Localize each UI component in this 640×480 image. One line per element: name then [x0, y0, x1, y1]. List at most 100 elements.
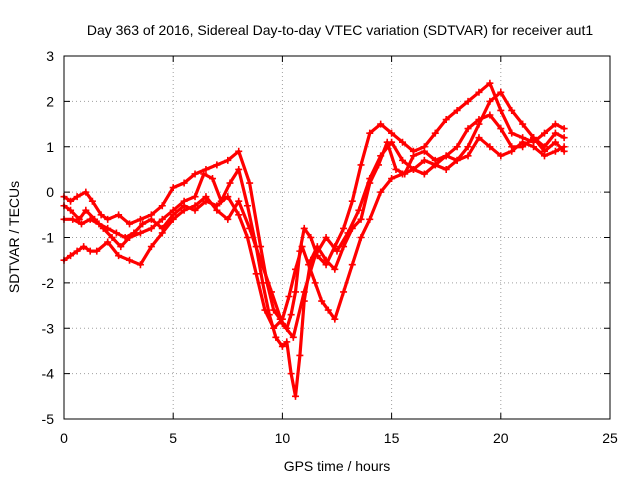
data-point — [289, 333, 297, 341]
data-point — [399, 156, 407, 164]
x-tick-label: 10 — [275, 430, 291, 446]
data-point — [180, 179, 188, 187]
data-point — [540, 129, 548, 137]
x-tick-label: 5 — [169, 430, 177, 446]
data-point — [158, 229, 166, 237]
data-point — [246, 179, 254, 187]
data-point — [464, 143, 472, 151]
data-point — [366, 129, 374, 137]
data-point — [287, 370, 295, 378]
data-point — [409, 165, 417, 173]
data-point — [551, 138, 559, 146]
data-point — [560, 125, 568, 133]
data-point — [475, 120, 483, 128]
data-point — [331, 265, 339, 273]
data-point — [442, 152, 450, 160]
data-point — [224, 193, 232, 201]
data-point — [270, 306, 278, 314]
data-point — [261, 306, 269, 314]
y-tick-label: -4 — [42, 366, 55, 382]
data-point — [235, 165, 243, 173]
series-points-track-4 — [60, 88, 568, 341]
data-point — [224, 215, 232, 223]
series-line-track-2 — [62, 113, 566, 398]
data-point — [388, 175, 396, 183]
data-point — [191, 202, 199, 210]
data-point — [80, 243, 88, 251]
data-point — [442, 165, 450, 173]
data-point — [348, 197, 356, 205]
data-point — [117, 243, 125, 251]
data-point — [530, 143, 538, 151]
plot-frame — [63, 55, 611, 420]
data-point — [311, 279, 319, 287]
series-line-track-1 — [62, 81, 566, 330]
data-point — [86, 247, 94, 255]
data-point — [257, 256, 265, 264]
series-line-track-3 — [62, 136, 566, 330]
data-point — [77, 220, 85, 228]
data-point — [67, 197, 75, 205]
data-point — [307, 234, 315, 241]
data-point — [126, 256, 134, 264]
y-tick-label: 0 — [46, 184, 54, 200]
data-point — [551, 129, 559, 137]
data-point — [191, 170, 199, 178]
data-point — [147, 215, 155, 223]
data-point — [420, 147, 428, 155]
x-tick-label: 0 — [60, 430, 68, 446]
y-tick-label: -2 — [42, 275, 55, 291]
data-point — [348, 261, 356, 269]
data-point — [298, 243, 306, 251]
x-tick-labels: 0 5 10 15 20 25 — [60, 430, 618, 446]
data-point — [147, 224, 155, 232]
data-point — [278, 320, 286, 328]
data-point — [366, 215, 374, 223]
data-point — [88, 197, 96, 205]
data-point — [115, 211, 123, 219]
data-point — [243, 234, 251, 241]
data-point — [82, 206, 90, 214]
y-tick-label: 3 — [46, 48, 54, 64]
data-point — [121, 234, 129, 241]
data-point — [213, 161, 221, 169]
data-point — [464, 152, 472, 160]
data-point — [322, 234, 330, 241]
data-point — [560, 143, 568, 151]
data-point — [409, 152, 417, 160]
data-point — [270, 324, 278, 332]
data-point — [420, 170, 428, 178]
data-point — [540, 143, 548, 151]
data-point — [278, 342, 286, 350]
data-point — [226, 179, 234, 187]
data-point — [169, 215, 177, 223]
data-point — [213, 206, 221, 214]
y-tick-label: -5 — [42, 411, 55, 427]
data-point — [497, 152, 505, 160]
data-point — [475, 88, 483, 96]
y-tick-labels: -5 -4 -3 -2 -1 0 1 2 3 — [42, 48, 55, 427]
data-point — [497, 125, 505, 133]
series-points-track-1 — [60, 79, 568, 332]
data-point — [377, 152, 385, 160]
data-point — [112, 229, 120, 237]
data-point — [357, 234, 365, 241]
x-axis-label: GPS time / hours — [284, 458, 391, 474]
y-tick-label: -1 — [42, 230, 55, 246]
data-point — [224, 156, 232, 164]
y-tick-label: 2 — [46, 93, 54, 109]
data-point — [158, 215, 166, 223]
data-point — [519, 120, 527, 128]
data-point — [82, 188, 90, 196]
data-point — [357, 215, 365, 223]
x-tick-label: 20 — [493, 430, 509, 446]
chart-title: Day 363 of 2016, Sidereal Day-to-day VTE… — [87, 22, 594, 38]
data-point — [497, 106, 505, 114]
y-tick-label: -3 — [42, 320, 55, 336]
data-point — [311, 252, 319, 260]
data-point — [126, 220, 134, 228]
data-point — [115, 252, 123, 260]
data-point — [540, 152, 548, 160]
data-point — [202, 165, 210, 173]
